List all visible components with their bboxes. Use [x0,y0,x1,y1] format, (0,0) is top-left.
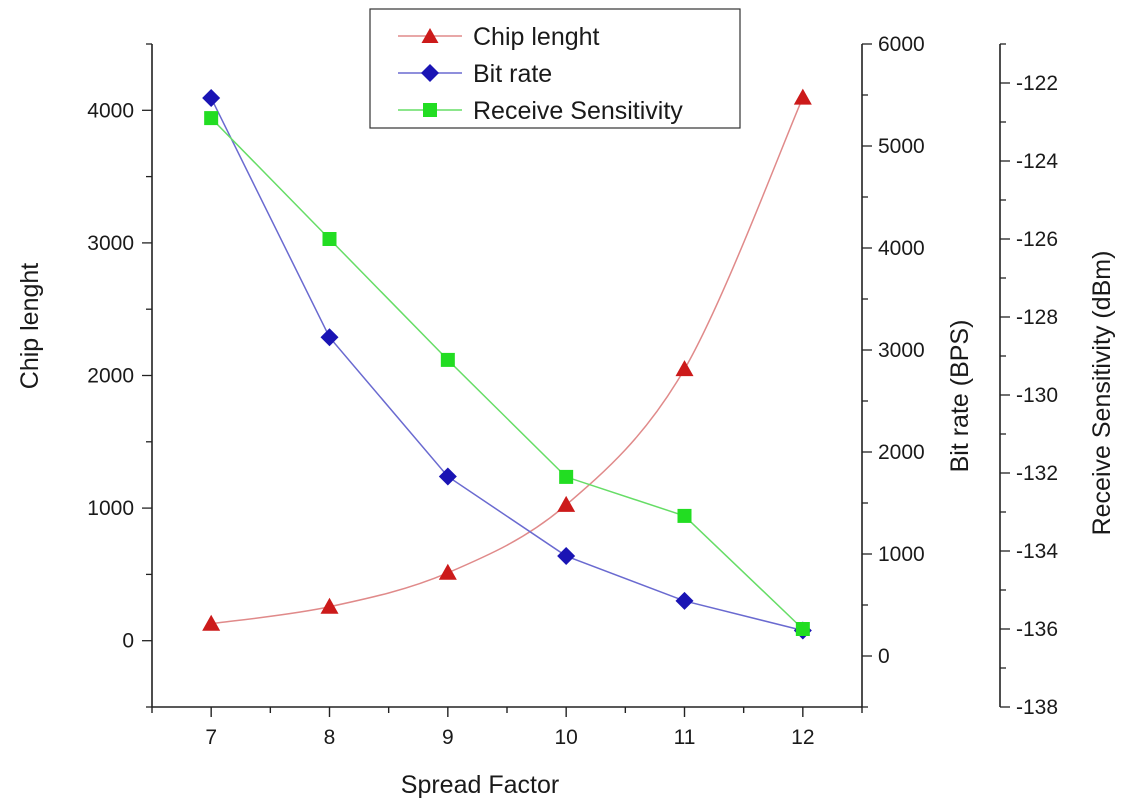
legend-marker-sensitivity [423,103,437,117]
data-point [202,89,221,108]
y2-tick-label: 4000 [878,237,925,260]
series-line [210,117,804,630]
data-point [793,88,812,105]
data-point [438,563,457,580]
legend-marker-chip [421,28,439,43]
data-point [557,547,576,566]
x-tick-label: 12 [791,726,814,749]
legend-label-sensitivity: Receive Sensitivity [473,97,683,125]
data-point [795,622,810,636]
y3-tick-label: -122 [1016,72,1058,95]
x-tick-label: 7 [205,726,217,749]
y1-tick-label: 4000 [87,99,134,122]
y2-tick-label: 2000 [878,441,925,464]
y2-tick-label: 6000 [878,33,925,56]
legend-label-chip: Chip lenght [473,23,600,51]
y1-tick-label: 3000 [87,232,134,255]
y2-tick-label: 1000 [878,543,925,566]
y2-tick-label: 5000 [878,135,925,158]
data-point [675,360,694,377]
data-point [677,508,692,523]
data-point [438,467,457,486]
data-point [559,469,574,484]
y3-tick-label: -134 [1016,540,1058,563]
y2-tick-label: 3000 [878,339,925,362]
data-point [204,111,219,126]
y3-tick-label: -130 [1016,384,1058,407]
y1-tick-label: 0 [122,630,134,653]
series-layer [202,88,812,640]
y1-axis-title: Chip lenght [16,263,44,390]
axes-layer: 7 8 9 10 11 12 0 1000 2000 3000 4000 0 1000 2000 3000 4… [87,33,1058,749]
legend: Chip lenght Bit rate Receive Sensitivity [369,8,741,129]
x-tick-label: 8 [324,726,336,749]
data-point [322,232,337,246]
series-line [210,97,804,632]
legend-marker-bitrate [421,64,439,82]
data-point [557,495,576,512]
data-point [320,597,339,614]
data-point [440,352,455,367]
y1-tick-label: 2000 [87,365,134,388]
series-2 [204,111,810,636]
series-0 [202,88,812,631]
y2-tick-label: 0 [878,645,890,668]
y3-tick-label: -124 [1016,150,1058,173]
legend-label-bitrate: Bit rate [473,60,552,88]
y3-tick-label: -138 [1016,696,1058,719]
x-tick-label: 11 [674,726,696,749]
y3-tick-label: -132 [1016,462,1058,485]
y2-axis-title: Bit rate (BPS) [946,320,974,473]
x-tick-label: 9 [442,726,454,749]
data-point [320,328,339,347]
data-point [675,591,694,610]
series-1 [202,89,812,640]
x-tick-label: 10 [554,726,577,749]
y3-tick-label: -126 [1016,228,1058,251]
y1-tick-label: 1000 [87,497,134,520]
x-axis-title: Spread Factor [401,771,559,799]
y3-axis-title: Receive Sensitivity (dBm) [1088,251,1116,536]
data-point [202,614,221,631]
y3-tick-label: -136 [1016,618,1058,641]
y3-tick-label: -128 [1016,306,1058,329]
